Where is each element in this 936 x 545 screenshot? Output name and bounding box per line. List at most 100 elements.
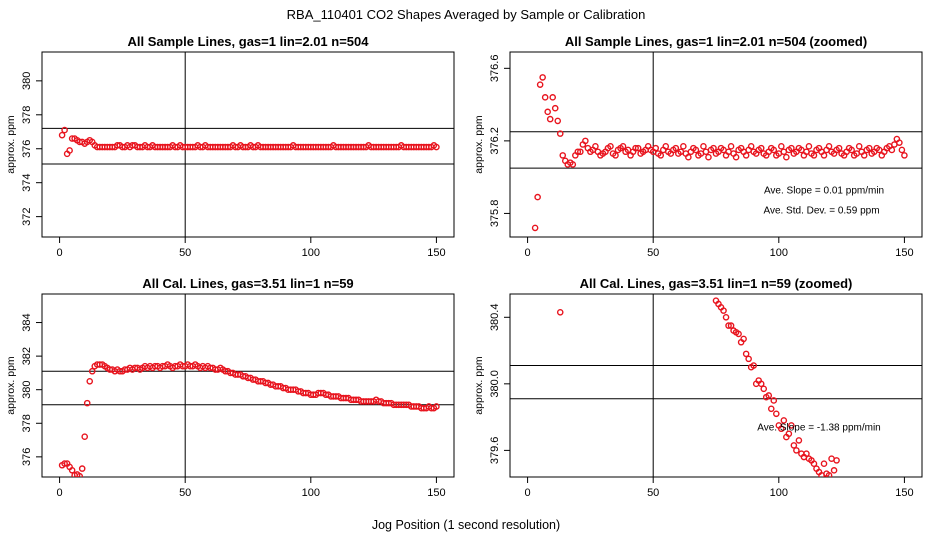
x-tick-label: 50 <box>179 487 191 499</box>
data-point <box>788 144 795 152</box>
data-point <box>68 466 76 474</box>
data-point <box>825 143 833 150</box>
data-point <box>835 144 843 152</box>
data-point <box>810 460 818 467</box>
plot-frame <box>41 51 455 238</box>
y-tick-label: 380.4 <box>489 304 501 332</box>
data-point <box>860 152 868 159</box>
data-point <box>742 350 750 358</box>
data-point <box>680 143 687 150</box>
data-point <box>757 144 765 152</box>
data-point <box>722 313 730 321</box>
data-point <box>735 330 742 338</box>
data-point <box>765 392 773 399</box>
data-point <box>556 130 564 137</box>
data-point <box>710 144 717 152</box>
data-point <box>632 144 639 152</box>
panel-title: All Sample Lines, gas=1 lin=2.01 n=504 <box>128 34 370 49</box>
y-tick-label: 378 <box>21 106 33 124</box>
y-tick-label: 376.2 <box>489 127 501 155</box>
data-point <box>757 380 765 388</box>
y-tick-label: 376.6 <box>489 55 501 83</box>
data-point <box>554 117 562 125</box>
data-point <box>901 152 908 159</box>
data-points <box>556 297 840 477</box>
data-point <box>790 442 798 449</box>
data-point <box>546 115 554 123</box>
data-point <box>788 422 795 429</box>
x-tick-label: 100 <box>770 487 788 499</box>
data-point <box>705 153 712 161</box>
x-tick-label: 0 <box>525 247 531 259</box>
panel-p3: All Cal. Lines, gas=3.51 lin=1 n=59 appro… <box>5 276 455 499</box>
data-point <box>740 335 747 343</box>
data-point <box>805 143 813 150</box>
data-point <box>770 397 778 404</box>
plot-frame <box>509 51 923 238</box>
annotation-std: Ave. Std. Dev. = 0.59 ppm <box>763 205 879 216</box>
y-tick-label: 380.0 <box>489 370 501 398</box>
data-point <box>556 308 564 316</box>
data-point <box>795 437 803 444</box>
y-axis-label: approx. ppm <box>473 115 485 174</box>
data-point <box>760 385 768 393</box>
data-point <box>433 403 440 410</box>
x-tick-label: 100 <box>302 487 320 499</box>
data-point <box>833 457 840 464</box>
y-tick-label: 372 <box>21 207 33 225</box>
data-point <box>888 146 896 154</box>
y-tick-label: 378 <box>21 414 33 432</box>
annotation-slope: Ave. Slope = -1.38 ppm/min <box>757 422 881 433</box>
data-point <box>634 144 642 152</box>
data-point <box>76 472 83 477</box>
data-point <box>745 355 752 363</box>
data-point <box>855 143 863 150</box>
data-points <box>531 74 908 232</box>
data-point <box>772 410 780 418</box>
data-point <box>559 152 567 159</box>
data-point <box>725 322 732 329</box>
data-point <box>793 447 800 454</box>
data-point <box>619 143 627 150</box>
data-point <box>747 143 755 150</box>
x-tick-label: 100 <box>770 247 788 259</box>
data-point <box>803 450 810 458</box>
data-point <box>657 152 665 159</box>
data-points <box>58 126 440 158</box>
data-point <box>727 143 735 150</box>
data-point <box>73 471 81 477</box>
x-tick-label: 50 <box>647 247 659 259</box>
data-point <box>607 143 614 150</box>
figure-x-axis-label: Jog Position (1 second resolution) <box>372 518 560 532</box>
data-point <box>78 465 86 472</box>
data-point <box>783 153 790 161</box>
data-point <box>58 131 66 139</box>
data-point <box>767 405 775 413</box>
x-tick-label: 150 <box>427 487 445 499</box>
data-point <box>785 430 793 438</box>
data-point <box>61 126 68 134</box>
x-tick-label: 150 <box>895 487 913 499</box>
panel-p4: All Cal. Lines, gas=3.51 lin=1 n=59 (zoo… <box>473 276 923 499</box>
data-point <box>574 148 582 156</box>
data-point <box>732 153 740 161</box>
y-tick-label: 375.8 <box>489 200 501 228</box>
figure-title: RBA_110401 CO2 Shapes Averaged by Sample… <box>287 7 646 22</box>
data-point <box>534 193 541 201</box>
data-point <box>780 417 788 424</box>
data-point <box>612 152 619 159</box>
x-tick-label: 150 <box>895 247 913 259</box>
data-point <box>898 146 906 154</box>
data-point <box>692 146 700 154</box>
x-tick-label: 0 <box>57 247 63 259</box>
y-tick-label: 380 <box>21 381 33 399</box>
y-tick-label: 379.6 <box>489 437 501 465</box>
x-tick-label: 50 <box>179 247 191 259</box>
data-point <box>592 143 599 150</box>
panel-p1: All Sample Lines, gas=1 lin=2.01 n=504 ap… <box>5 34 455 259</box>
data-point <box>810 152 818 159</box>
annotation-slope: Ave. Slope = 0.01 ppm/min <box>764 185 884 196</box>
data-point <box>536 81 544 88</box>
